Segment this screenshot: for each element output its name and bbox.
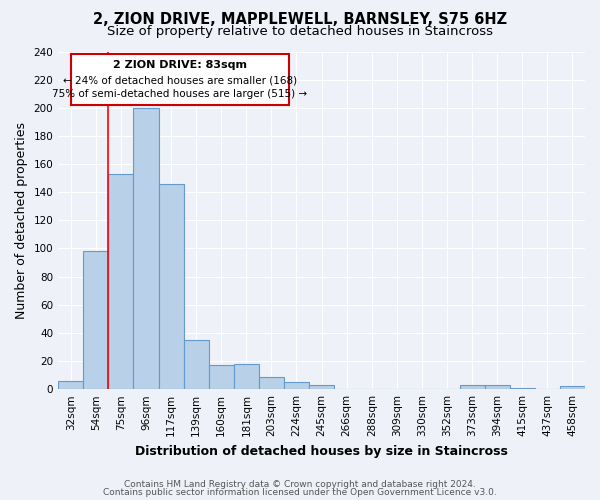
Bar xyxy=(133,108,158,389)
Text: Contains public sector information licensed under the Open Government Licence v3: Contains public sector information licen… xyxy=(103,488,497,497)
Bar xyxy=(209,366,234,389)
Text: Contains HM Land Registry data © Crown copyright and database right 2024.: Contains HM Land Registry data © Crown c… xyxy=(124,480,476,489)
Bar xyxy=(234,364,259,389)
Bar xyxy=(309,385,334,389)
Bar xyxy=(58,380,83,389)
Text: Size of property relative to detached houses in Staincross: Size of property relative to detached ho… xyxy=(107,25,493,38)
Bar xyxy=(460,385,485,389)
Bar xyxy=(158,184,184,389)
Bar xyxy=(259,376,284,389)
X-axis label: Distribution of detached houses by size in Staincross: Distribution of detached houses by size … xyxy=(135,444,508,458)
Text: 75% of semi-detached houses are larger (515) →: 75% of semi-detached houses are larger (… xyxy=(52,90,307,100)
Bar xyxy=(284,382,309,389)
Text: 2, ZION DRIVE, MAPPLEWELL, BARNSLEY, S75 6HZ: 2, ZION DRIVE, MAPPLEWELL, BARNSLEY, S75… xyxy=(93,12,507,28)
Text: ← 24% of detached houses are smaller (168): ← 24% of detached houses are smaller (16… xyxy=(63,76,297,86)
Bar xyxy=(485,385,510,389)
Bar xyxy=(560,386,585,389)
FancyBboxPatch shape xyxy=(71,54,289,105)
Y-axis label: Number of detached properties: Number of detached properties xyxy=(15,122,28,319)
Bar xyxy=(109,174,133,389)
Bar xyxy=(510,388,535,389)
Bar xyxy=(184,340,209,389)
Text: 2 ZION DRIVE: 83sqm: 2 ZION DRIVE: 83sqm xyxy=(113,60,247,70)
Bar xyxy=(83,252,109,389)
